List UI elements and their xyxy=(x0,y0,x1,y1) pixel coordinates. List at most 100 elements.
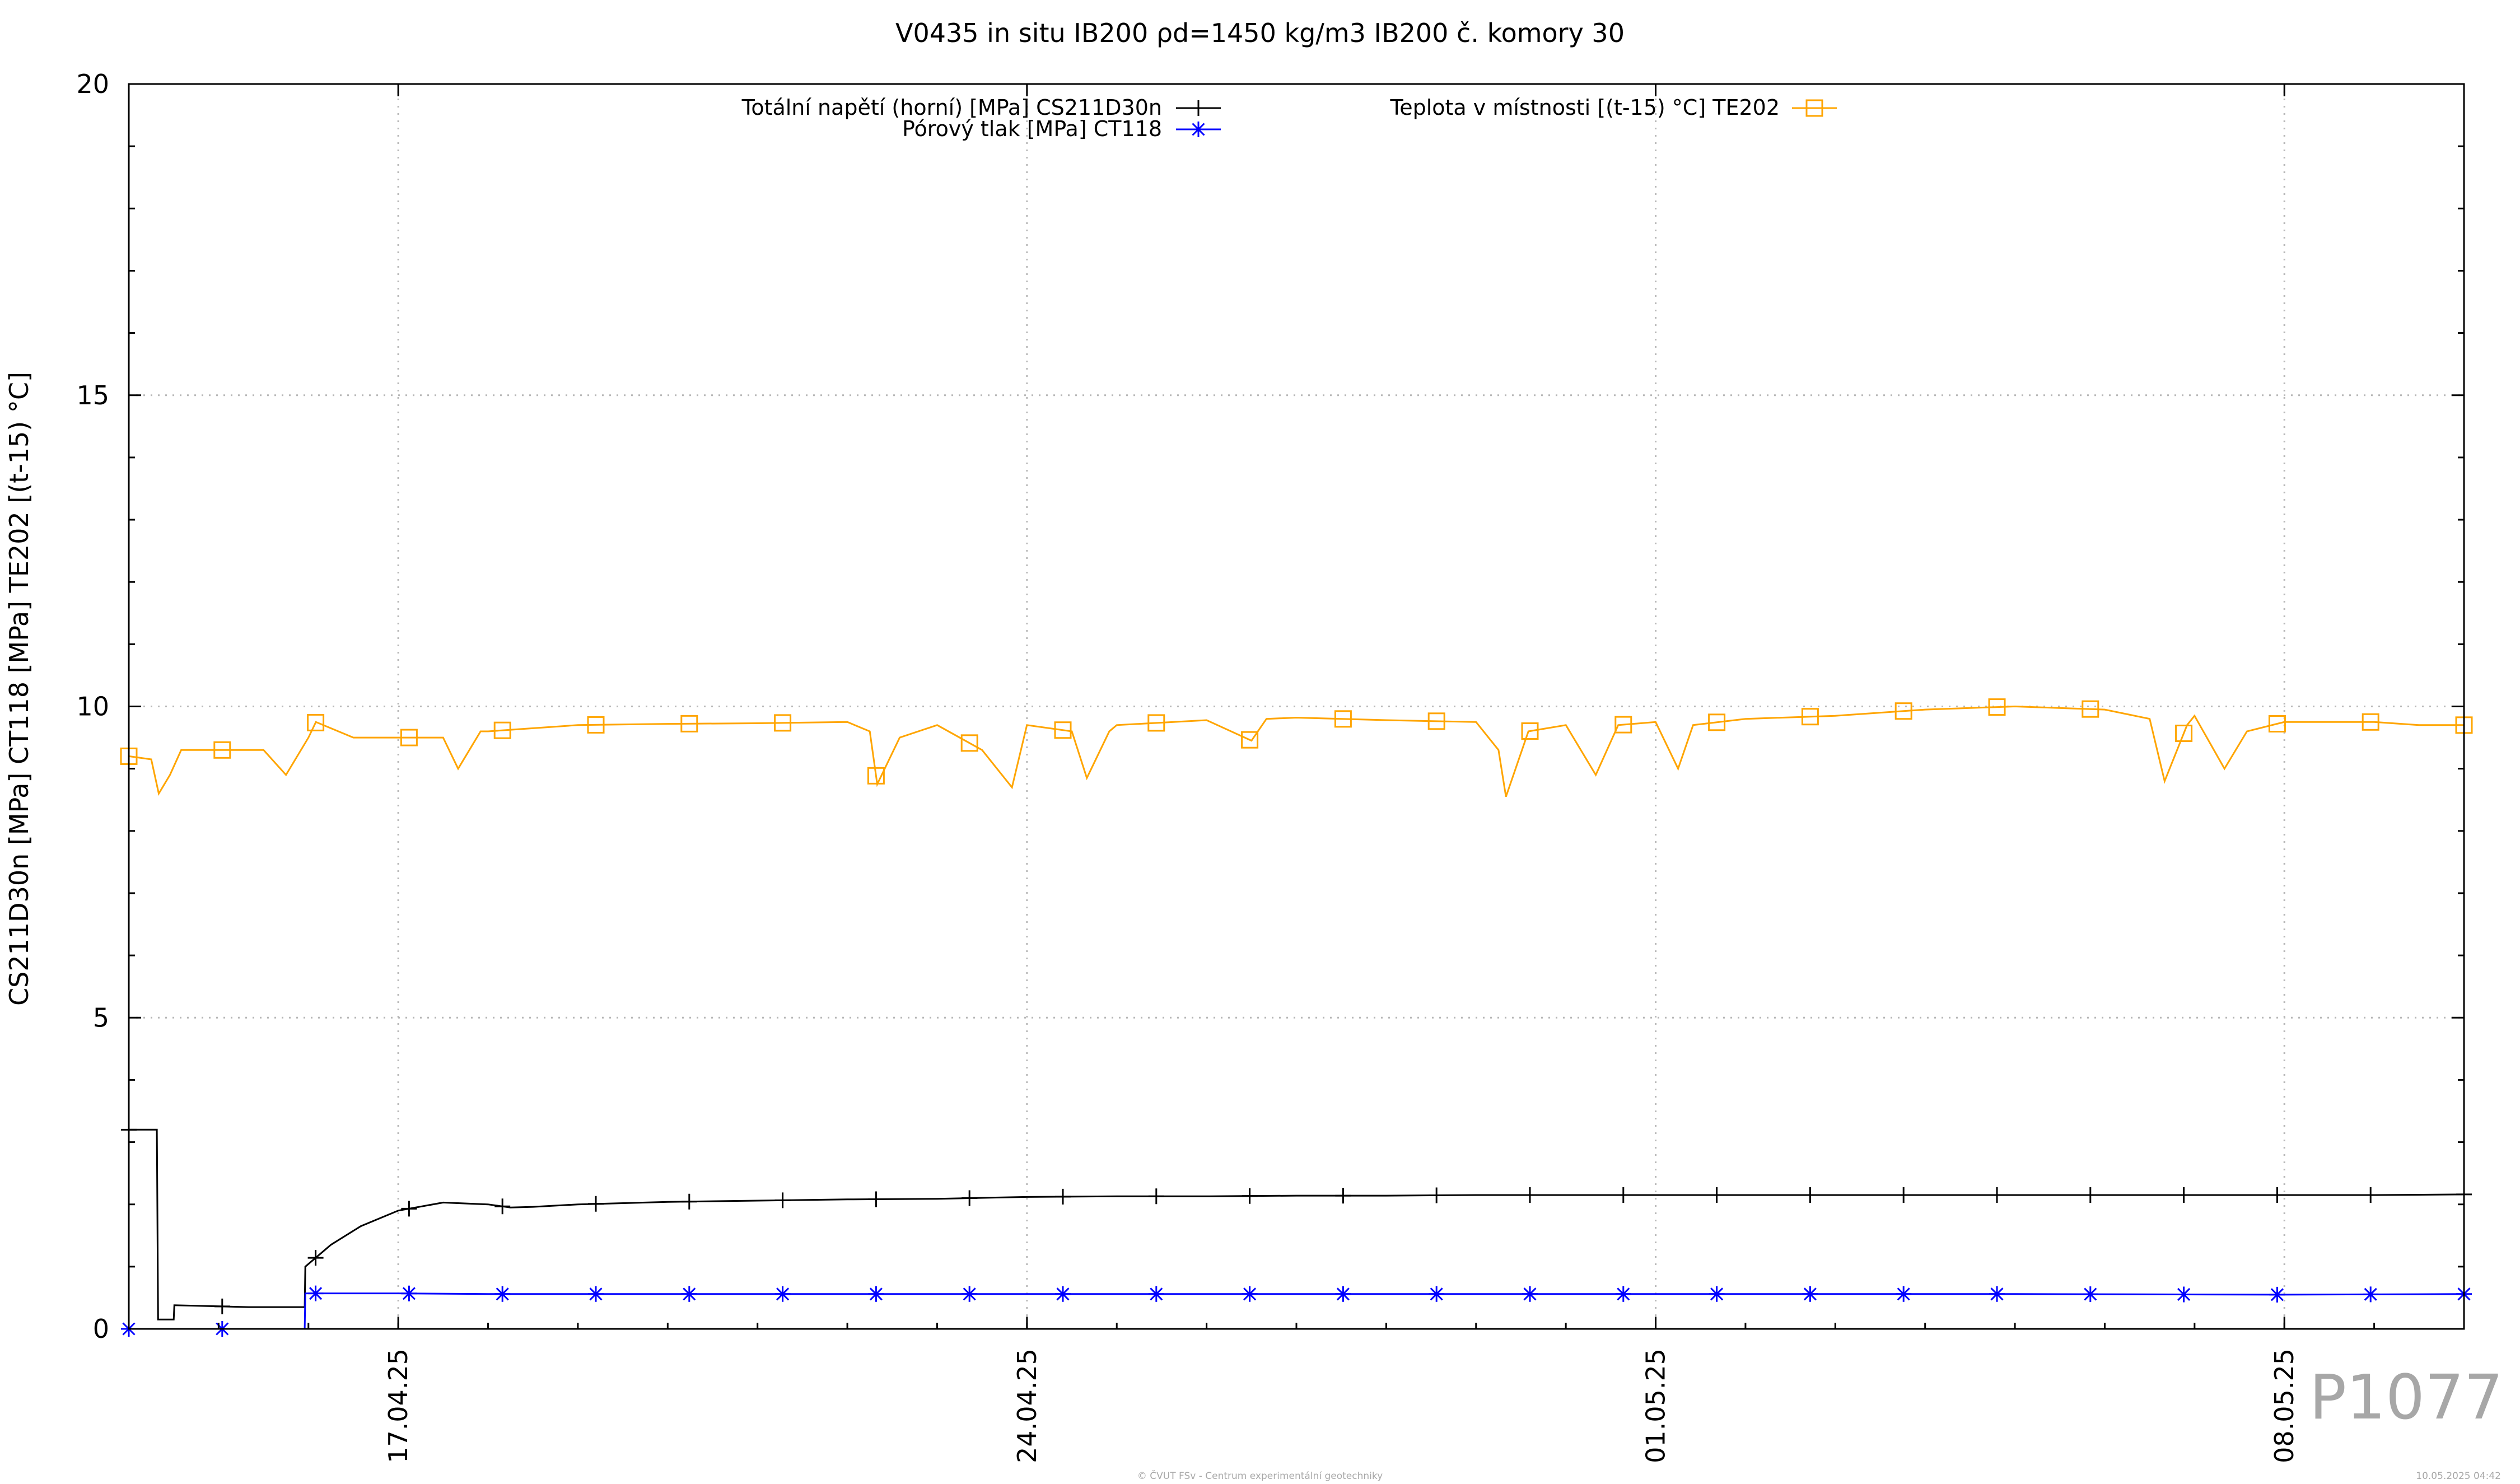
data-point-total-stress xyxy=(2176,1187,2192,1203)
data-point-total-stress xyxy=(494,1198,511,1215)
data-point-total-stress xyxy=(1522,1187,1538,1203)
data-point-pore-pressure xyxy=(2176,1286,2192,1303)
legend-label-total-stress: Totální napětí (horní) [MPa] CS211D30n xyxy=(741,95,1162,120)
data-point-room-temperature xyxy=(1241,731,1259,749)
data-point-room-temperature xyxy=(960,734,978,752)
data-point-pore-pressure xyxy=(681,1286,697,1302)
data-point-pore-pressure xyxy=(1615,1286,1631,1302)
y-tick-label: 10 xyxy=(76,692,109,722)
data-point-room-temperature xyxy=(867,767,885,785)
y-tick-label: 0 xyxy=(93,1314,109,1344)
data-point-room-temperature xyxy=(680,715,698,732)
data-point-pore-pressure xyxy=(1522,1286,1538,1302)
data-point-room-temperature xyxy=(2082,700,2099,718)
data-point-pore-pressure xyxy=(774,1286,791,1302)
footer-copyright: © ČVUT FSv - Centrum experimentální geot… xyxy=(1137,1471,1383,1482)
data-point-pore-pressure xyxy=(2082,1286,2098,1303)
data-point-pore-pressure xyxy=(962,1286,978,1302)
data-point-room-temperature xyxy=(774,714,792,732)
chart-title: V0435 in situ IB200 ρd=1450 kg/m3 IB200 … xyxy=(895,18,1625,48)
series-lines xyxy=(128,705,2465,1330)
data-point-total-stress xyxy=(401,1201,417,1217)
data-point-room-temperature xyxy=(213,741,231,759)
data-point-total-stress xyxy=(774,1192,791,1208)
data-point-room-temperature xyxy=(1334,710,1352,728)
data-point-room-temperature xyxy=(1894,702,1912,720)
data-point-total-stress xyxy=(1615,1187,1631,1203)
data-point-room-temperature xyxy=(1988,698,2006,716)
data-point-room-temperature xyxy=(2362,713,2379,731)
data-point-pore-pressure xyxy=(1802,1286,1818,1302)
legend-marker-pore-pressure xyxy=(1191,122,1206,137)
data-point-pore-pressure xyxy=(1148,1286,1164,1302)
data-point-room-temperature xyxy=(493,721,511,739)
data-point-pore-pressure xyxy=(1055,1286,1071,1302)
legend-label-room-temperature: Teplota v místnosti [(t-15) °C] TE202 xyxy=(1389,95,1780,120)
data-point-room-temperature xyxy=(1614,716,1632,734)
data-point-total-stress xyxy=(307,1250,324,1266)
data-point-room-temperature xyxy=(587,716,605,734)
data-point-pore-pressure xyxy=(494,1286,511,1302)
data-point-total-stress xyxy=(1896,1187,1912,1203)
data-point-total-stress xyxy=(214,1298,230,1314)
data-point-total-stress xyxy=(1055,1188,1071,1205)
data-point-total-stress xyxy=(1802,1187,1818,1203)
legend-marker-total-stress xyxy=(1191,100,1206,116)
data-point-total-stress xyxy=(962,1190,978,1206)
data-point-pore-pressure xyxy=(1709,1286,1725,1302)
data-point-room-temperature xyxy=(1054,721,1072,739)
data-point-pore-pressure xyxy=(588,1286,604,1302)
data-point-pore-pressure xyxy=(307,1285,324,1301)
legend-label-pore-pressure: Pórový tlak [MPa] CT118 xyxy=(902,116,1162,141)
data-point-total-stress xyxy=(588,1196,604,1212)
data-point-room-temperature xyxy=(1427,712,1445,730)
data-point-total-stress xyxy=(1989,1187,2005,1203)
data-point-total-stress xyxy=(681,1193,697,1210)
y-tick-label: 5 xyxy=(93,1002,109,1033)
data-point-total-stress xyxy=(868,1191,884,1207)
data-point-total-stress xyxy=(2082,1187,2098,1203)
data-point-total-stress xyxy=(2269,1187,2285,1203)
x-tick-label: 01.05.25 xyxy=(1641,1348,1671,1463)
data-point-total-stress xyxy=(1242,1188,1258,1204)
series-line-total-stress xyxy=(129,1128,2465,1320)
data-point-pore-pressure xyxy=(2269,1286,2285,1303)
data-point-pore-pressure xyxy=(1242,1286,1258,1302)
y-axis-label: CS211D30n [MPa] CT118 [MPa] TE202 [(t-15… xyxy=(4,372,34,1006)
data-point-room-temperature xyxy=(2175,725,2193,743)
axes: 0 5 10 15 20 17.04.25 24.04.25 01.05.25 08.05.25 xyxy=(76,69,2465,1463)
x-tick-label: 08.05.25 xyxy=(2269,1348,2299,1463)
data-point-room-temperature xyxy=(1521,722,1539,740)
x-tick-label: 17.04.25 xyxy=(383,1348,413,1463)
footer-timestamp: 10.05.2025 04:42 xyxy=(2416,1471,2501,1482)
y-tick-label: 15 xyxy=(76,380,109,410)
data-point-total-stress xyxy=(2363,1187,2379,1203)
data-point-room-temperature xyxy=(1708,713,1726,731)
grid xyxy=(129,84,2464,1329)
data-point-total-stress xyxy=(1709,1187,1725,1203)
y-tick-label: 20 xyxy=(76,69,109,99)
data-point-room-temperature xyxy=(1147,714,1165,732)
data-point-pore-pressure xyxy=(2363,1286,2379,1303)
data-point-pore-pressure xyxy=(1335,1286,1351,1302)
series-line-room-temperature xyxy=(128,705,2464,797)
corner-label: P1077 xyxy=(2309,1361,2503,1433)
data-point-pore-pressure xyxy=(401,1285,417,1301)
data-point-pore-pressure xyxy=(868,1286,884,1302)
x-tick-label: 24.04.25 xyxy=(1012,1348,1042,1463)
data-point-total-stress xyxy=(1335,1188,1351,1204)
legend: Totální napětí (horní) [MPa] CS211D30nPó… xyxy=(741,95,1837,141)
legend-marker-room-temperature xyxy=(1805,99,1823,117)
data-point-pore-pressure xyxy=(1989,1286,2005,1302)
series-line-pore-pressure xyxy=(129,1292,2465,1330)
data-point-pore-pressure xyxy=(1896,1286,1912,1302)
data-point-total-stress xyxy=(1148,1188,1164,1205)
data-point-room-temperature xyxy=(1801,708,1819,726)
data-point-pore-pressure xyxy=(1429,1286,1445,1302)
data-point-room-temperature xyxy=(307,713,325,731)
data-point-total-stress xyxy=(1429,1187,1445,1203)
data-point-room-temperature xyxy=(400,729,418,746)
series-markers xyxy=(120,698,2473,1337)
data-point-room-temperature xyxy=(2268,715,2286,732)
